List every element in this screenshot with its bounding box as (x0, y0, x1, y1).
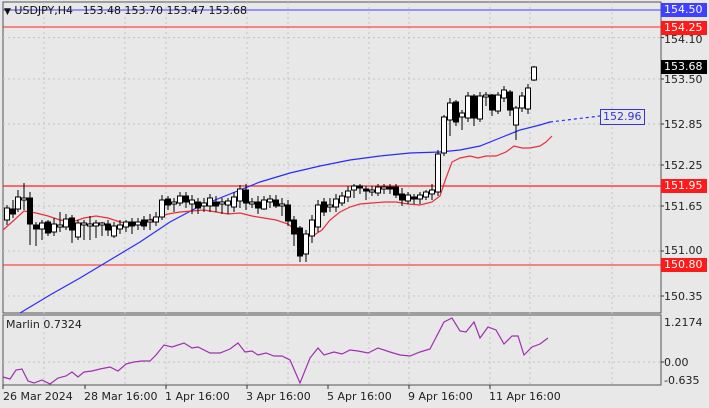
current-price-tag: 153.68 (661, 60, 707, 74)
price-tick: 151.65 (664, 200, 703, 213)
price-axis-ticks (661, 37, 664, 363)
main-pane (2, 1, 662, 314)
symbol-label: USDJPY,H4 (14, 4, 74, 17)
blue-ma-line[interactable] (19, 121, 551, 314)
price-tick: 153.50 (664, 73, 703, 86)
dropdown-triangle-icon[interactable]: ▼ (4, 7, 11, 17)
ma-value-label: 152.96 (600, 109, 645, 125)
time-tick: 11 Apr 16:00 (489, 390, 561, 403)
time-tick: 5 Apr 16:00 (327, 390, 392, 403)
time-tick: 26 Mar 2024 (3, 390, 73, 403)
indicator-tick: -0.635 (664, 374, 700, 387)
price-tick: 152.85 (664, 118, 703, 131)
marlin-oscillator-line[interactable] (2, 317, 549, 385)
indicator-tick: 0.00 (664, 356, 689, 369)
ohlc-values: 153.48 153.70 153.47 153.68 (82, 4, 248, 17)
price-tick: 150.35 (664, 290, 703, 303)
price-tick: 152.25 (664, 159, 703, 172)
time-tick: 28 Mar 16:00 (84, 390, 158, 403)
chart-header: ▼ USDJPY,H4 153.48 153.70 153.47 153.68 (4, 4, 247, 17)
price-tick: 154.10 (664, 33, 703, 46)
candlesticks[interactable] (4, 66, 537, 262)
level-tag-151-95: 151.95 (661, 179, 707, 193)
price-tick: 151.00 (664, 244, 703, 257)
blue-ma-projection (549, 115, 601, 123)
indicator-title: Marlin 0.7324 (6, 318, 82, 331)
level-tag-154-50: 154.50 (661, 3, 707, 17)
level-tag-154-25: 154.25 (661, 21, 707, 35)
indicator-pane (2, 314, 662, 386)
time-axis-ticks (2, 385, 491, 389)
time-tick: 9 Apr 16:00 (408, 390, 473, 403)
indicator-tick: 1.2174 (664, 316, 703, 329)
time-tick: 3 Apr 16:00 (246, 390, 311, 403)
time-tick: 1 Apr 16:00 (165, 390, 230, 403)
level-tag-150-80: 150.80 (661, 258, 707, 272)
